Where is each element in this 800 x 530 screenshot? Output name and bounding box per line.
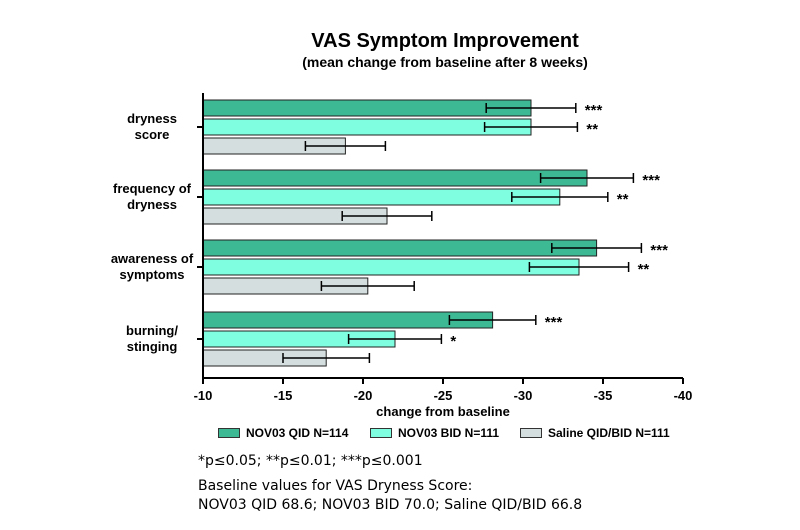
x-axis-label: change from baseline — [376, 404, 510, 419]
x-tick-label: -35 — [594, 388, 613, 403]
legend-label: Saline QID/BID N=111 — [548, 426, 670, 440]
significance-key: *p≤0.05; **p≤0.01; ***p≤0.001 — [198, 453, 423, 469]
legend-swatch — [218, 428, 240, 438]
bar — [202, 239, 598, 257]
legend: NOV03 QID N=114 NOV03 BID N=111 Saline QID… — [0, 426, 800, 444]
bar — [202, 118, 532, 136]
legend-swatch — [370, 428, 392, 438]
y-tick-label: burning/stinging — [126, 323, 178, 354]
significance-label: *** — [545, 314, 563, 331]
x-tick-label: -40 — [674, 388, 693, 403]
baseline-values: NOV03 QID 68.6; NOV03 BID 70.0; Saline Q… — [198, 497, 583, 513]
significance-label: ** — [586, 121, 598, 138]
bar — [202, 169, 588, 187]
footnotes: *p≤0.05; **p≤0.01; ***p≤0.001 Baseline v… — [198, 452, 582, 515]
bar — [202, 188, 561, 206]
y-tick-label: frequency of dryness — [113, 181, 192, 212]
baseline-heading: Baseline values for VAS Dryness Score: — [198, 478, 473, 494]
legend-item: NOV03 QID N=114 — [218, 426, 348, 440]
x-tick-label: -10 — [194, 388, 213, 403]
bar — [202, 99, 532, 117]
legend-label: NOV03 QID N=114 — [246, 426, 349, 440]
bar — [202, 258, 580, 276]
x-tick-label: -25 — [434, 388, 453, 403]
significance-label: ** — [617, 191, 629, 208]
y-tick-label: dryness score — [127, 111, 177, 142]
y-tick-label: awareness of symptoms — [111, 251, 194, 282]
legend-label: NOV03 BID N=111 — [398, 426, 500, 440]
significance-label: * — [450, 333, 456, 350]
chart-subtitle: (mean change from baseline after 8 weeks… — [302, 54, 588, 70]
chart-title: VAS Symptom Improvement — [311, 30, 579, 52]
legend-item: NOV03 BID N=111 — [370, 426, 499, 440]
significance-label: *** — [585, 102, 603, 119]
x-tick-label: -15 — [274, 388, 293, 403]
legend-swatch — [520, 428, 542, 438]
x-tick-label: -30 — [514, 388, 533, 403]
x-tick-label: -20 — [354, 388, 373, 403]
legend-item: Saline QID/BID N=111 — [520, 426, 670, 440]
significance-label: *** — [650, 242, 668, 259]
significance-label: *** — [642, 172, 660, 189]
significance-label: ** — [638, 261, 650, 278]
